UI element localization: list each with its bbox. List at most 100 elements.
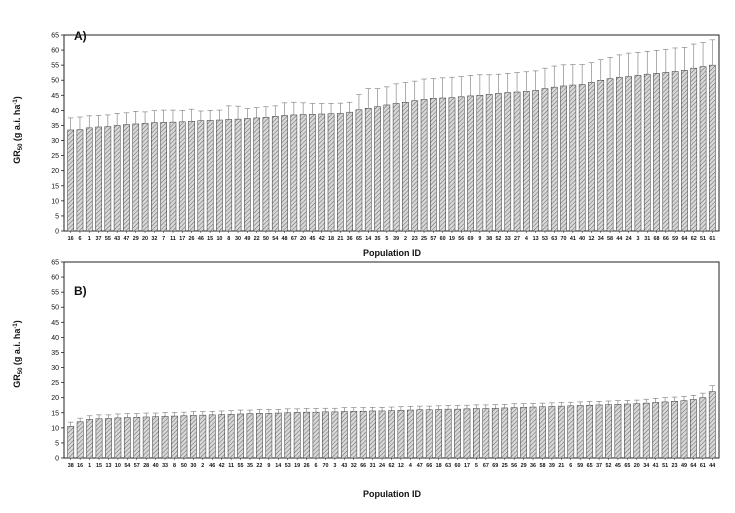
panel-a-bar: [411, 100, 419, 232]
panel-b-bar: [680, 400, 688, 459]
panel-b-error-bar: [511, 403, 517, 408]
panel-b-x-tick-label: 3: [333, 463, 336, 469]
panel-b-x-tick-label: 18: [436, 463, 442, 469]
panel-a-error-bar: [439, 77, 446, 99]
panel-a-x-tick-label: 3: [636, 236, 639, 242]
panel-a-x-tick-label: 56: [458, 236, 464, 242]
panel-b-bar: [142, 416, 150, 459]
panel-a-x-tick-label: 41: [570, 236, 576, 242]
panel-a-bar: [439, 97, 446, 232]
panel-a-x-tick-label: 36: [347, 236, 353, 242]
panel-b-x-tick-label: 44: [709, 463, 715, 469]
panel-b-x-tick-label: 8: [173, 463, 176, 469]
panel-b-bar: [388, 410, 395, 459]
panel-a-error-bar: [263, 106, 269, 118]
panel-b-error-bar: [303, 408, 310, 413]
panel-b-x-tick-label: 13: [105, 463, 111, 469]
panel-b-error-bar: [634, 399, 640, 404]
panel-a-error-bar: [253, 107, 260, 118]
panel-b-error-bar: [247, 409, 253, 414]
panel-a-error-bar: [467, 75, 474, 96]
panel-b-ylabel-end: ): [12, 320, 22, 323]
panel-b-error-bar: [133, 413, 140, 418]
panel-b-bar: [105, 418, 112, 459]
panel-b-error-bar: [700, 392, 706, 398]
panel-a-bar: [495, 93, 502, 232]
panel-a-bar: [569, 84, 577, 232]
panel-a-x-tick-label: 13: [533, 236, 539, 242]
panel-b-x-tick-label: 22: [256, 463, 262, 469]
panel-b-x-tick-label: 43: [341, 463, 347, 469]
panel-a-bar: [662, 72, 670, 232]
panel-b-x-tick-label: 24: [379, 463, 385, 469]
panel-a-error-bar: [281, 102, 288, 116]
panel-b-error-bar: [96, 414, 102, 419]
panel-a-x-tick-label: 34: [598, 236, 604, 242]
panel-b-bar: [76, 421, 84, 459]
panel-b-x-tick-label: 35: [247, 463, 253, 469]
panel-b-bar: [614, 404, 622, 459]
panel-b-x-tick-label: 6: [569, 463, 572, 469]
panel-b-error-bar: [256, 409, 263, 414]
panel-a-x-tick-label: 70: [561, 236, 567, 242]
panel-b-error-bar: [162, 412, 168, 417]
panel-a-bar: [625, 76, 632, 232]
panel-b-error-bar: [615, 400, 621, 405]
panel-a-bar: [67, 129, 74, 232]
panel-a-y-tick-label: 10: [51, 198, 59, 205]
panel-b-bar: [284, 412, 292, 459]
panel-b-bar: [369, 410, 376, 459]
panel-a-error-bar: [132, 110, 139, 124]
panel-b-error-bar: [501, 404, 508, 408]
panel-a-error-bar: [207, 110, 213, 121]
panel-b-error-bar: [200, 411, 206, 416]
panel-a-error-bar: [579, 64, 585, 85]
panel-b-error-bar: [690, 394, 697, 400]
panel-b-error-bar: [426, 405, 433, 410]
panel-b-bar: [152, 416, 159, 459]
panel-a-bar: [541, 88, 549, 232]
panel-b-error-bar: [275, 409, 282, 414]
panel-b-bar: [548, 406, 556, 459]
panel-b-y-tick-label: 60: [51, 275, 59, 282]
panel-b-x-tick-label: 11: [228, 463, 234, 469]
panel-a-y-tick-label: 40: [51, 108, 59, 115]
panel-b-error-bar: [681, 396, 687, 401]
panel-b-error-bar: [152, 412, 159, 417]
panel-b-label: B): [74, 284, 87, 298]
panel-a-bar: [253, 117, 260, 232]
panel-a-x-tick-label: 35: [375, 236, 381, 242]
panel-b-x-tick-label: 2: [201, 463, 204, 469]
panel-b-bar: [699, 397, 707, 459]
panel-a-y-tick-label: 5: [55, 213, 59, 220]
panel-a-x-tick-label: 4: [525, 236, 528, 242]
panel-b-error-bar: [237, 409, 244, 414]
panel-b-bar: [161, 416, 169, 459]
panel-a-bar: [113, 125, 121, 232]
panel-b-bar: [539, 406, 546, 459]
panel-a-bar: [550, 86, 558, 232]
panel-b-error-bar: [643, 398, 650, 404]
panel-b-error-bar: [624, 400, 631, 405]
panel-b-bar: [520, 407, 527, 459]
panel-b-x-tick-label: 60: [455, 463, 461, 469]
panel-a-bar: [346, 111, 353, 232]
panel-a-x-tick-label: 57: [430, 236, 436, 242]
panel-b-bar: [425, 409, 433, 459]
panel-a-x-tick-label: 23: [412, 236, 418, 242]
panel-a-ylabel-sub: 50: [18, 143, 24, 150]
panel-b-y-tick-label: 10: [51, 425, 59, 432]
panel-b-bar: [642, 402, 650, 459]
panel-a-y-tick-label: 55: [51, 63, 59, 70]
panel-a-error-bar: [690, 43, 697, 69]
panel-a-ylabel-main: GR: [12, 150, 22, 164]
panel-b-x-tick-label: 57: [134, 463, 140, 469]
panel-a-y-axis-title: GR50 (g a.i. ha-1): [12, 96, 24, 164]
panel-a-plot-frame: [63, 34, 720, 232]
panel-b-bar: [661, 401, 669, 459]
panel-a-error-bar: [309, 103, 316, 115]
panel-b-error-bar: [77, 417, 83, 422]
panel-a-error-bar: [477, 74, 483, 96]
panel-a-x-tick-label: 2: [404, 236, 407, 242]
